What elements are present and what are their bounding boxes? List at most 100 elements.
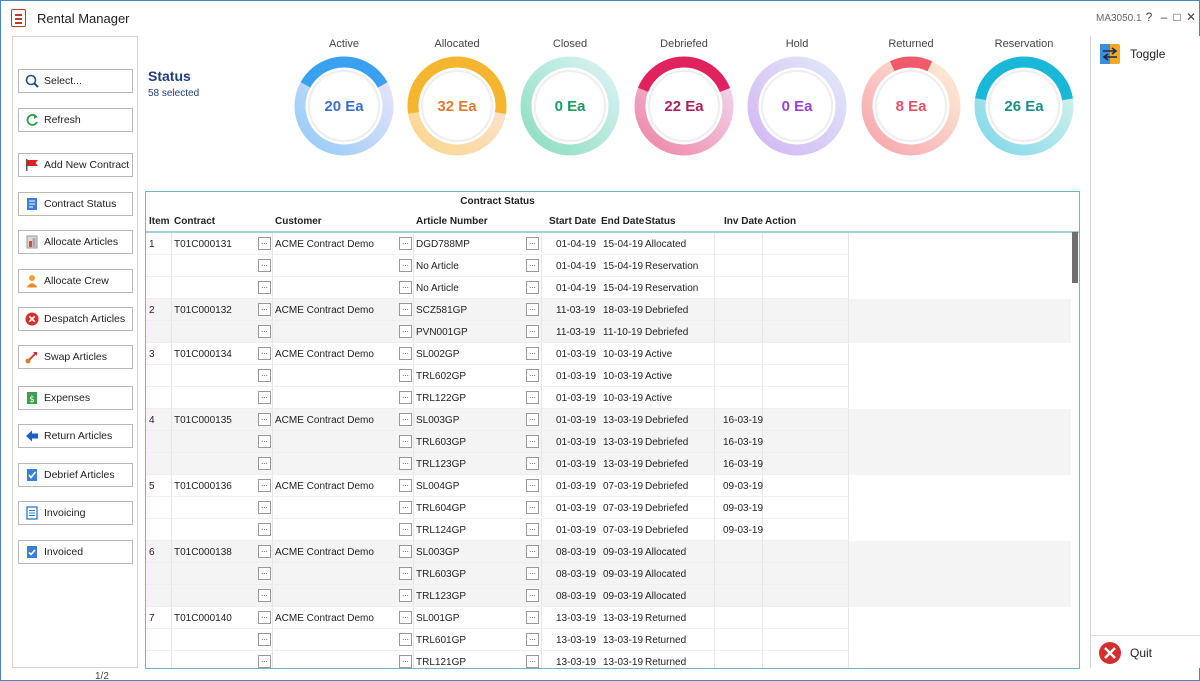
article-lookup-button[interactable]: ...	[526, 413, 539, 426]
table-row[interactable]: 5 T01C000136 ACME Contract Demo SL004GP 01-0…	[146, 475, 1071, 497]
sidebar-button-add-new-contract[interactable]: Add New Contract	[18, 153, 133, 177]
sidebar-button-invoicing[interactable]: Invoicing	[18, 501, 133, 525]
header-inv-date[interactable]: Inv Date	[724, 216, 763, 227]
customer-lookup-button[interactable]: ...	[399, 633, 412, 646]
contract-lookup-button[interactable]: ...	[258, 457, 271, 470]
customer-lookup-button[interactable]: ...	[399, 281, 412, 294]
contract-lookup-button[interactable]: ...	[258, 281, 271, 294]
article-lookup-button[interactable]: ...	[526, 237, 539, 250]
customer-lookup-button[interactable]: ...	[399, 523, 412, 536]
header-start-date[interactable]: Start Date	[549, 216, 597, 227]
customer-lookup-button[interactable]: ...	[399, 567, 412, 580]
table-row[interactable]: 1 T01C000131 ACME Contract Demo DGD788MP 01-…	[146, 233, 1071, 255]
help-button[interactable]: ?	[1145, 10, 1153, 24]
customer-lookup-button[interactable]: ...	[399, 655, 412, 668]
customer-lookup-button[interactable]: ...	[399, 391, 412, 404]
contract-lookup-button[interactable]: ...	[258, 347, 271, 360]
header-status[interactable]: Status	[645, 216, 676, 227]
contract-lookup-button[interactable]: ...	[258, 589, 271, 602]
sidebar-button-expenses[interactable]: $ Expenses	[18, 386, 133, 410]
sidebar-button-allocate-articles[interactable]: Allocate Articles	[18, 230, 133, 254]
contract-lookup-button[interactable]: ...	[258, 303, 271, 316]
table-row[interactable]: TRL602GP 01-03-19 10-03-19 Active.........	[146, 365, 1071, 387]
table-row[interactable]: TRL121GP 13-03-19 13-03-19 Returned........…	[146, 651, 1071, 668]
header-item[interactable]: Item	[149, 216, 170, 227]
table-row[interactable]: TRL123GP 01-03-19 13-03-19 Debriefed 16-03-1…	[146, 453, 1071, 475]
customer-lookup-button[interactable]: ...	[399, 435, 412, 448]
table-row[interactable]: 2 T01C000132 ACME Contract Demo SCZ581GP 11-…	[146, 299, 1071, 321]
table-row[interactable]: 3 T01C000134 ACME Contract Demo SL002GP 01-0…	[146, 343, 1071, 365]
article-lookup-button[interactable]: ...	[526, 259, 539, 272]
article-lookup-button[interactable]: ...	[526, 391, 539, 404]
sidebar-button-contract-status[interactable]: Contract Status	[18, 192, 133, 216]
table-row[interactable]: No Article 01-04-19 15-04-19 Reservation...…	[146, 255, 1071, 277]
sidebar-button-debrief-articles[interactable]: Debrief Articles	[18, 463, 133, 487]
table-row[interactable]: TRL604GP 01-03-19 07-03-19 Debriefed 09-03-1…	[146, 497, 1071, 519]
contract-lookup-button[interactable]: ...	[258, 479, 271, 492]
minimize-button[interactable]: –	[1160, 10, 1168, 24]
contract-lookup-button[interactable]: ...	[258, 545, 271, 558]
article-lookup-button[interactable]: ...	[526, 633, 539, 646]
table-row[interactable]: TRL122GP 01-03-19 10-03-19 Active.........	[146, 387, 1071, 409]
article-lookup-button[interactable]: ...	[526, 567, 539, 580]
contract-lookup-button[interactable]: ...	[258, 611, 271, 624]
customer-lookup-button[interactable]: ...	[399, 413, 412, 426]
customer-lookup-button[interactable]: ...	[399, 259, 412, 272]
article-lookup-button[interactable]: ...	[526, 545, 539, 558]
maximize-button[interactable]: □	[1173, 10, 1181, 24]
article-lookup-button[interactable]: ...	[526, 655, 539, 668]
table-row[interactable]: TRL124GP 01-03-19 07-03-19 Debriefed 09-03-1…	[146, 519, 1071, 541]
header-customer[interactable]: Customer	[275, 216, 322, 227]
article-lookup-button[interactable]: ...	[526, 457, 539, 470]
customer-lookup-button[interactable]: ...	[399, 325, 412, 338]
contract-lookup-button[interactable]: ...	[258, 259, 271, 272]
article-lookup-button[interactable]: ...	[526, 347, 539, 360]
table-row[interactable]: TRL603GP 01-03-19 13-03-19 Debriefed 16-03-1…	[146, 431, 1071, 453]
customer-lookup-button[interactable]: ...	[399, 589, 412, 602]
customer-lookup-button[interactable]: ...	[399, 479, 412, 492]
customer-lookup-button[interactable]: ...	[399, 501, 412, 514]
customer-lookup-button[interactable]: ...	[399, 303, 412, 316]
table-row[interactable]: TRL123GP 08-03-19 09-03-19 Allocated.......…	[146, 585, 1071, 607]
sidebar-button-refresh[interactable]: Refresh	[18, 108, 133, 132]
header-article-number[interactable]: Article Number	[416, 216, 488, 227]
customer-lookup-button[interactable]: ...	[399, 457, 412, 470]
table-row[interactable]: No Article 01-04-19 15-04-19 Reservation...…	[146, 277, 1071, 299]
table-row[interactable]: 6 T01C000138 ACME Contract Demo SL003GP 08-0…	[146, 541, 1071, 563]
table-row[interactable]: TRL603GP 08-03-19 09-03-19 Allocated.......…	[146, 563, 1071, 585]
sidebar-button-select[interactable]: Select...	[18, 69, 133, 93]
sidebar-button-swap-articles[interactable]: Swap Articles	[18, 345, 133, 369]
contract-lookup-button[interactable]: ...	[258, 435, 271, 448]
sidebar-button-despatch-articles[interactable]: Despatch Articles	[18, 307, 133, 331]
header-end-date[interactable]: End Date	[601, 216, 645, 227]
article-lookup-button[interactable]: ...	[526, 435, 539, 448]
customer-lookup-button[interactable]: ...	[399, 545, 412, 558]
customer-lookup-button[interactable]: ...	[399, 611, 412, 624]
quit-button[interactable]: Quit	[1098, 641, 1152, 665]
sidebar-button-return-articles[interactable]: Return Articles	[18, 424, 133, 448]
header-action[interactable]: Action	[765, 216, 797, 227]
contract-lookup-button[interactable]: ...	[258, 567, 271, 580]
table-row[interactable]: TRL601GP 13-03-19 13-03-19 Returned........…	[146, 629, 1071, 651]
customer-lookup-button[interactable]: ...	[399, 369, 412, 382]
article-lookup-button[interactable]: ...	[526, 281, 539, 294]
table-row[interactable]: 7 T01C000140 ACME Contract Demo SL001GP 13-0…	[146, 607, 1071, 629]
scrollbar-track[interactable]	[1071, 233, 1079, 668]
contract-lookup-button[interactable]: ...	[258, 655, 271, 668]
header-contract[interactable]: Contract	[174, 216, 216, 227]
contract-lookup-button[interactable]: ...	[258, 501, 271, 514]
customer-lookup-button[interactable]: ...	[399, 347, 412, 360]
table-row[interactable]: 4 T01C000135 ACME Contract Demo SL003GP 01-0…	[146, 409, 1071, 431]
contract-lookup-button[interactable]: ...	[258, 237, 271, 250]
customer-lookup-button[interactable]: ...	[399, 237, 412, 250]
article-lookup-button[interactable]: ...	[526, 303, 539, 316]
contract-lookup-button[interactable]: ...	[258, 633, 271, 646]
toggle-button[interactable]: Toggle	[1099, 43, 1165, 65]
contract-lookup-button[interactable]: ...	[258, 325, 271, 338]
close-button[interactable]: ✕	[1185, 10, 1197, 24]
table-row[interactable]: PVN001GP 11-03-19 11-10-19 Debriefed.......…	[146, 321, 1071, 343]
article-lookup-button[interactable]: ...	[526, 589, 539, 602]
article-lookup-button[interactable]: ...	[526, 611, 539, 624]
article-lookup-button[interactable]: ...	[526, 501, 539, 514]
scrollbar-thumb[interactable]	[1072, 232, 1078, 283]
